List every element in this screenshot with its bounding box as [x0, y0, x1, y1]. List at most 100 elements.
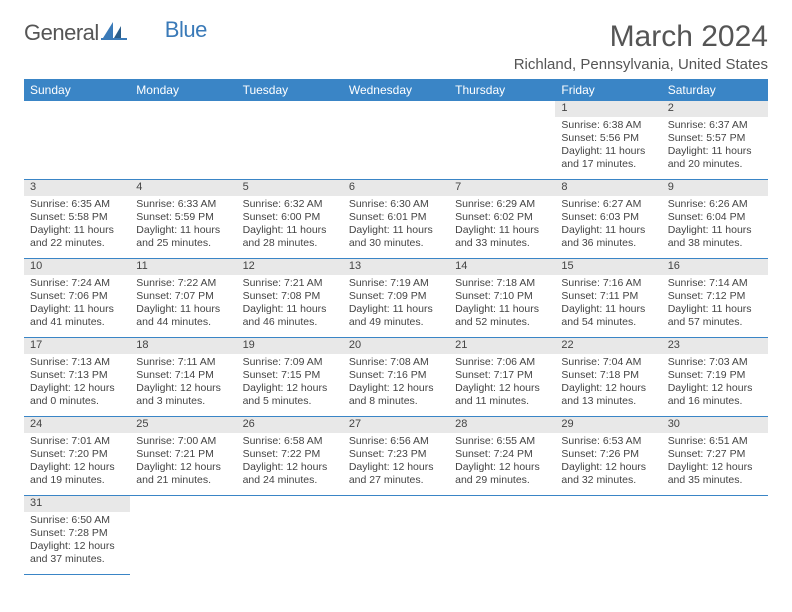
sunrise-line: Sunrise: 6:26 AM: [668, 198, 762, 211]
calendar-cell: [343, 496, 449, 575]
sunrise-line: Sunrise: 6:27 AM: [561, 198, 655, 211]
calendar-cell: 1Sunrise: 6:38 AMSunset: 5:56 PMDaylight…: [555, 101, 661, 180]
sunrise-line: Sunrise: 7:00 AM: [136, 435, 230, 448]
day-number: 21: [449, 338, 555, 354]
sunrise-line: Sunrise: 7:08 AM: [349, 356, 443, 369]
day-number: 6: [343, 180, 449, 196]
sunset-line: Sunset: 7:07 PM: [136, 290, 230, 303]
calendar-cell: 9Sunrise: 6:26 AMSunset: 6:04 PMDaylight…: [662, 180, 768, 259]
daylight-line: Daylight: 11 hours and 54 minutes.: [561, 303, 655, 329]
calendar-cell: 24Sunrise: 7:01 AMSunset: 7:20 PMDayligh…: [24, 417, 130, 496]
daylight-line: Daylight: 12 hours and 3 minutes.: [136, 382, 230, 408]
sunrise-line: Sunrise: 7:21 AM: [243, 277, 337, 290]
calendar-cell: 18Sunrise: 7:11 AMSunset: 7:14 PMDayligh…: [130, 338, 236, 417]
day-header: Wednesday: [343, 79, 449, 101]
calendar-row: 17Sunrise: 7:13 AMSunset: 7:13 PMDayligh…: [24, 338, 768, 417]
daylight-line: Daylight: 11 hours and 22 minutes.: [30, 224, 124, 250]
calendar-cell: 30Sunrise: 6:51 AMSunset: 7:27 PMDayligh…: [662, 417, 768, 496]
calendar-cell: 16Sunrise: 7:14 AMSunset: 7:12 PMDayligh…: [662, 259, 768, 338]
sunrise-line: Sunrise: 6:32 AM: [243, 198, 337, 211]
sunrise-line: Sunrise: 6:33 AM: [136, 198, 230, 211]
sunset-line: Sunset: 5:56 PM: [561, 132, 655, 145]
day-number: 8: [555, 180, 661, 196]
calendar-cell: [24, 101, 130, 180]
day-data: Sunrise: 7:00 AMSunset: 7:21 PMDaylight:…: [130, 433, 236, 492]
calendar-cell: 3Sunrise: 6:35 AMSunset: 5:58 PMDaylight…: [24, 180, 130, 259]
daylight-line: Daylight: 12 hours and 11 minutes.: [455, 382, 549, 408]
day-number: 20: [343, 338, 449, 354]
daylight-line: Daylight: 11 hours and 52 minutes.: [455, 303, 549, 329]
sunset-line: Sunset: 7:13 PM: [30, 369, 124, 382]
calendar-cell: 29Sunrise: 6:53 AMSunset: 7:26 PMDayligh…: [555, 417, 661, 496]
day-data: Sunrise: 7:08 AMSunset: 7:16 PMDaylight:…: [343, 354, 449, 413]
sunrise-line: Sunrise: 7:06 AM: [455, 356, 549, 369]
calendar-cell: [237, 101, 343, 180]
calendar-row: 1Sunrise: 6:38 AMSunset: 5:56 PMDaylight…: [24, 101, 768, 180]
daylight-line: Daylight: 11 hours and 28 minutes.: [243, 224, 337, 250]
calendar-cell: 13Sunrise: 7:19 AMSunset: 7:09 PMDayligh…: [343, 259, 449, 338]
day-number: 4: [130, 180, 236, 196]
calendar-cell: 23Sunrise: 7:03 AMSunset: 7:19 PMDayligh…: [662, 338, 768, 417]
sunrise-line: Sunrise: 7:24 AM: [30, 277, 124, 290]
header: General Blue March 2024 Richland, Pennsy…: [24, 20, 768, 73]
sunrise-line: Sunrise: 7:09 AM: [243, 356, 337, 369]
day-number: 14: [449, 259, 555, 275]
sunset-line: Sunset: 7:16 PM: [349, 369, 443, 382]
day-number: 10: [24, 259, 130, 275]
sunset-line: Sunset: 7:24 PM: [455, 448, 549, 461]
calendar-body: 1Sunrise: 6:38 AMSunset: 5:56 PMDaylight…: [24, 101, 768, 575]
sunrise-line: Sunrise: 7:13 AM: [30, 356, 124, 369]
day-data: Sunrise: 6:38 AMSunset: 5:56 PMDaylight:…: [555, 117, 661, 176]
day-data: Sunrise: 7:13 AMSunset: 7:13 PMDaylight:…: [24, 354, 130, 413]
calendar-cell: [662, 496, 768, 575]
day-number: 7: [449, 180, 555, 196]
day-number: 3: [24, 180, 130, 196]
sunset-line: Sunset: 7:21 PM: [136, 448, 230, 461]
daylight-line: Daylight: 12 hours and 19 minutes.: [30, 461, 124, 487]
daylight-line: Daylight: 12 hours and 29 minutes.: [455, 461, 549, 487]
calendar-cell: [555, 496, 661, 575]
calendar-cell: 11Sunrise: 7:22 AMSunset: 7:07 PMDayligh…: [130, 259, 236, 338]
sunrise-line: Sunrise: 6:50 AM: [30, 514, 124, 527]
calendar-cell: 6Sunrise: 6:30 AMSunset: 6:01 PMDaylight…: [343, 180, 449, 259]
sunset-line: Sunset: 7:09 PM: [349, 290, 443, 303]
sunrise-line: Sunrise: 6:35 AM: [30, 198, 124, 211]
day-number: 24: [24, 417, 130, 433]
day-number: 1: [555, 101, 661, 117]
sunset-line: Sunset: 7:18 PM: [561, 369, 655, 382]
calendar-cell: 8Sunrise: 6:27 AMSunset: 6:03 PMDaylight…: [555, 180, 661, 259]
sunrise-line: Sunrise: 6:55 AM: [455, 435, 549, 448]
calendar-row: 24Sunrise: 7:01 AMSunset: 7:20 PMDayligh…: [24, 417, 768, 496]
sunrise-line: Sunrise: 7:14 AM: [668, 277, 762, 290]
day-header: Sunday: [24, 79, 130, 101]
calendar-cell: 21Sunrise: 7:06 AMSunset: 7:17 PMDayligh…: [449, 338, 555, 417]
sunrise-line: Sunrise: 7:11 AM: [136, 356, 230, 369]
day-data: Sunrise: 7:19 AMSunset: 7:09 PMDaylight:…: [343, 275, 449, 334]
day-header: Friday: [555, 79, 661, 101]
sunset-line: Sunset: 7:17 PM: [455, 369, 549, 382]
day-data: Sunrise: 7:06 AMSunset: 7:17 PMDaylight:…: [449, 354, 555, 413]
daylight-line: Daylight: 12 hours and 27 minutes.: [349, 461, 443, 487]
day-number: 31: [24, 496, 130, 512]
day-number: 11: [130, 259, 236, 275]
daylight-line: Daylight: 11 hours and 46 minutes.: [243, 303, 337, 329]
day-data: Sunrise: 6:33 AMSunset: 5:59 PMDaylight:…: [130, 196, 236, 255]
calendar-cell: 2Sunrise: 6:37 AMSunset: 5:57 PMDaylight…: [662, 101, 768, 180]
day-header: Tuesday: [237, 79, 343, 101]
day-number: 16: [662, 259, 768, 275]
daylight-line: Daylight: 12 hours and 8 minutes.: [349, 382, 443, 408]
day-data: Sunrise: 6:51 AMSunset: 7:27 PMDaylight:…: [662, 433, 768, 492]
day-data: Sunrise: 6:27 AMSunset: 6:03 PMDaylight:…: [555, 196, 661, 255]
daylight-line: Daylight: 12 hours and 16 minutes.: [668, 382, 762, 408]
day-data: Sunrise: 7:22 AMSunset: 7:07 PMDaylight:…: [130, 275, 236, 334]
sunset-line: Sunset: 6:04 PM: [668, 211, 762, 224]
calendar-cell: 27Sunrise: 6:56 AMSunset: 7:23 PMDayligh…: [343, 417, 449, 496]
sunrise-line: Sunrise: 6:30 AM: [349, 198, 443, 211]
calendar-cell: [449, 496, 555, 575]
sunset-line: Sunset: 6:03 PM: [561, 211, 655, 224]
day-number: 29: [555, 417, 661, 433]
sunset-line: Sunset: 6:00 PM: [243, 211, 337, 224]
calendar-cell: 19Sunrise: 7:09 AMSunset: 7:15 PMDayligh…: [237, 338, 343, 417]
calendar-head: SundayMondayTuesdayWednesdayThursdayFrid…: [24, 79, 768, 101]
calendar-cell: 10Sunrise: 7:24 AMSunset: 7:06 PMDayligh…: [24, 259, 130, 338]
